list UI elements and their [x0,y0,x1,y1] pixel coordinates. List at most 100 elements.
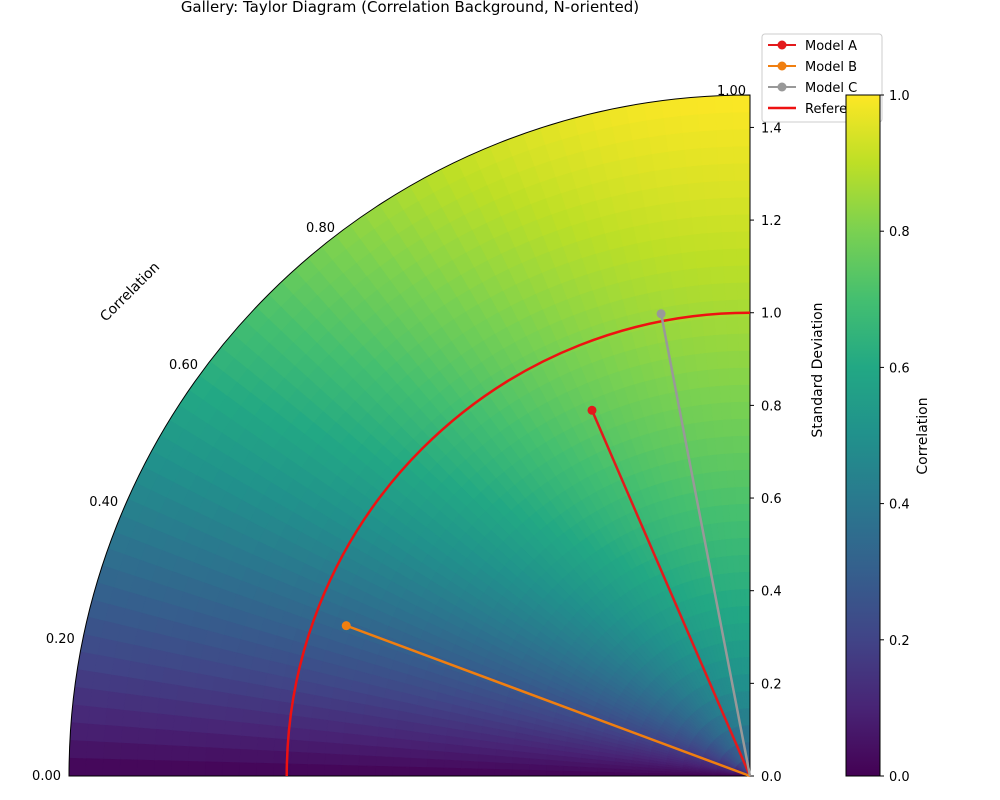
background-cell [720,214,737,233]
background-cell [735,230,750,249]
background-cell [393,738,412,750]
background-cell [222,734,242,750]
background-cell [194,673,215,692]
background-cell [188,746,207,763]
background-cell [358,755,377,767]
background-cell [205,747,224,763]
background-cell [734,213,750,232]
background-cell [733,162,750,181]
background-cell [460,760,479,770]
background-cell [85,758,104,776]
background-cell [720,401,732,420]
background-cell [676,216,694,237]
background-cell [189,716,209,734]
background-cell [662,115,683,135]
background-cell [734,179,750,198]
background-cell [717,162,735,182]
background-cell [226,693,246,710]
background-cell [735,503,744,522]
background-cell [743,537,750,556]
background-cell [427,741,446,753]
background-cell [702,180,721,200]
background-cell [511,756,530,765]
background-cell [744,571,750,590]
background-cell [325,731,344,745]
background-cell [409,748,428,760]
background-cell [562,770,581,776]
background-cell [722,248,737,267]
background-cell [736,281,750,300]
background-cell [341,764,359,776]
background-cell [669,166,689,186]
background-cell [701,163,720,183]
background-cell [375,765,393,776]
std-tick-labels: 0.0 0.2 0.4 0.6 0.8 1.0 1.2 1.4 [750,121,782,785]
background-cell [725,316,739,335]
background-cell [630,772,649,776]
background-cell [87,706,107,726]
background-cell [130,644,151,665]
correlation-tick-label: 0.60 [169,358,198,373]
correlation-tick-label: 0.40 [89,495,118,510]
background-cell [648,134,669,155]
reference-arc [285,311,751,777]
background-cell [290,739,310,754]
background-cell [705,214,722,234]
background-cell [678,96,699,116]
background-cell [728,367,741,386]
background-cell [341,743,360,756]
background-cell [119,759,138,776]
background-cell [155,713,175,731]
background-cell [696,266,712,286]
std-tick-label: 0.6 [761,492,782,507]
model-point [656,309,666,319]
background-cell [375,746,394,758]
background-cell [579,766,598,773]
background-cell [656,184,675,205]
background-cell [735,247,750,266]
background-cell [545,770,564,776]
background-cell [705,351,719,370]
background-cell [188,731,208,748]
background-cell [171,730,191,747]
model-point [587,405,597,415]
background-cell [85,740,105,760]
background-cell [738,367,750,385]
background-cell [683,147,703,167]
background-cell [290,763,308,776]
background-cell [153,760,172,776]
background-cell [120,726,140,745]
background-cell [528,769,547,776]
background-cell [645,117,666,138]
background-cell [737,316,750,334]
background-cell [209,690,230,708]
background-cell [221,761,240,776]
background-cell [730,401,741,420]
correlation-tick-labels: 0.00 0.20 0.40 0.60 0.80 1.00 [32,84,746,784]
legend-label: Model A [805,39,857,54]
background-cell [74,669,95,690]
background-cell [596,771,615,776]
colorbar-tick-label: 0.0 [889,770,910,785]
background-cell [703,334,717,354]
legend-label: Model C [805,81,857,96]
std-tick-label: 0.4 [761,585,782,600]
background-cell [651,151,671,171]
background-cell [359,734,378,747]
background-cell [665,132,685,152]
std-tick-label: 0.2 [761,677,782,692]
background-cell [238,762,257,776]
model-line [659,313,752,777]
background-cell [687,181,705,201]
background-cell [426,758,445,769]
background-cell [733,145,750,164]
background-cell [647,773,666,776]
background-cell [700,146,719,166]
background-cell [736,264,750,283]
background-cell [257,724,277,739]
background-cell [324,753,343,766]
background-cell [643,100,664,121]
background-cell [494,769,513,776]
background-cell [738,350,750,368]
